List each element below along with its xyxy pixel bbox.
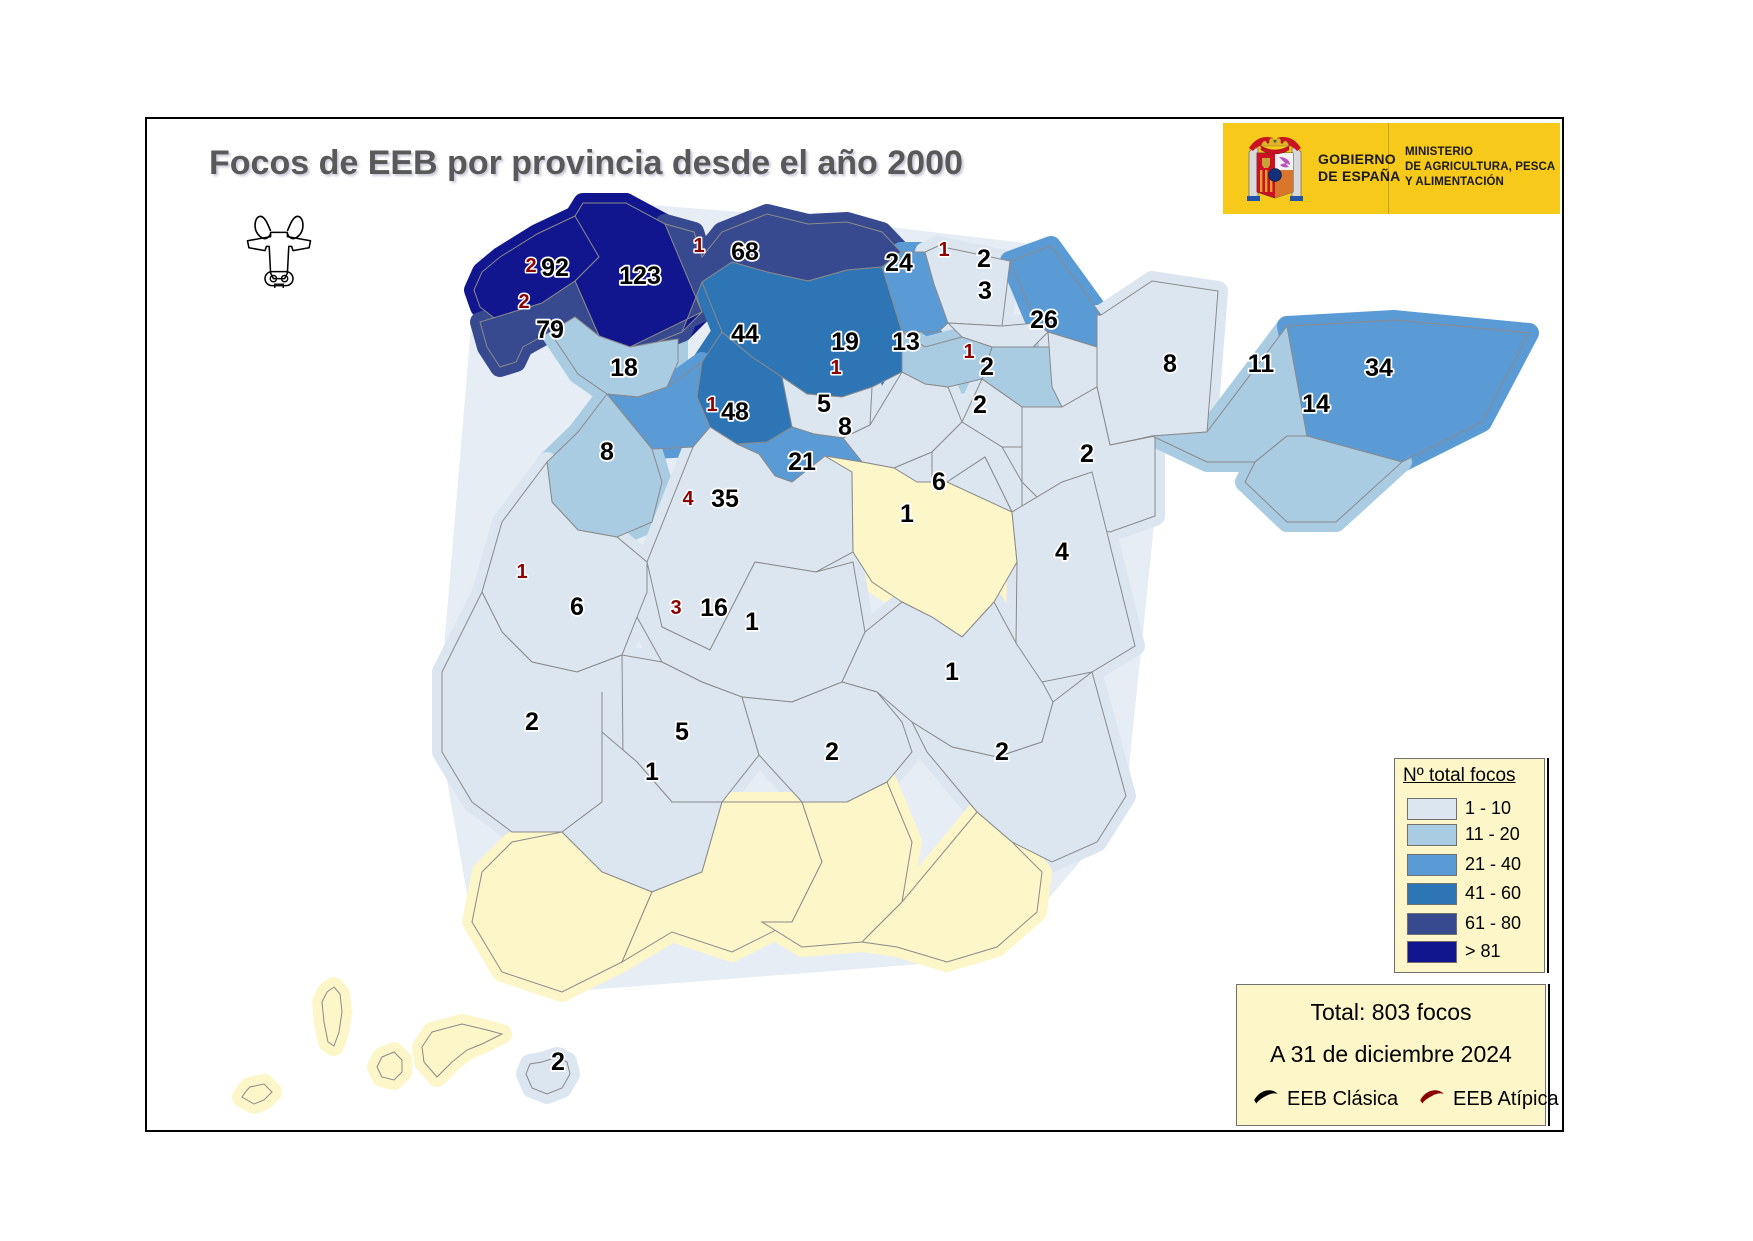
- svg-text:2: 2: [525, 708, 539, 736]
- svg-text:35: 35: [711, 485, 739, 513]
- svg-text:2: 2: [995, 738, 1009, 766]
- svg-text:1: 1: [693, 235, 704, 257]
- svg-text:14: 14: [1302, 390, 1330, 418]
- svg-text:48: 48: [721, 398, 749, 426]
- svg-text:2: 2: [518, 291, 529, 313]
- svg-text:8: 8: [600, 438, 614, 466]
- svg-text:2: 2: [973, 391, 987, 419]
- svg-text:8: 8: [1163, 350, 1177, 378]
- svg-text:2: 2: [551, 1048, 565, 1076]
- svg-text:1: 1: [830, 357, 841, 379]
- svg-text:34: 34: [1365, 354, 1393, 382]
- svg-text:1: 1: [516, 561, 527, 583]
- svg-text:1: 1: [945, 658, 959, 686]
- svg-text:18: 18: [610, 354, 638, 382]
- svg-text:123: 123: [619, 262, 661, 290]
- svg-text:6: 6: [932, 468, 946, 496]
- svg-text:13: 13: [892, 328, 920, 356]
- svg-text:16: 16: [700, 594, 728, 622]
- svg-text:5: 5: [675, 718, 689, 746]
- svg-text:1: 1: [645, 758, 659, 786]
- svg-text:1: 1: [900, 500, 914, 528]
- svg-text:21: 21: [788, 448, 816, 476]
- svg-text:5: 5: [817, 390, 831, 418]
- svg-text:2: 2: [825, 738, 839, 766]
- svg-text:1: 1: [706, 394, 717, 416]
- svg-text:44: 44: [731, 320, 759, 348]
- svg-text:68: 68: [731, 238, 759, 266]
- svg-text:2: 2: [525, 255, 536, 277]
- svg-text:1: 1: [745, 608, 759, 636]
- svg-text:26: 26: [1030, 306, 1058, 334]
- svg-text:1: 1: [963, 341, 974, 363]
- svg-text:3: 3: [670, 597, 681, 619]
- svg-text:1: 1: [938, 239, 949, 261]
- svg-text:2: 2: [980, 353, 994, 381]
- svg-text:4: 4: [1055, 538, 1069, 566]
- svg-text:8: 8: [838, 413, 852, 441]
- svg-text:2: 2: [1080, 440, 1094, 468]
- svg-text:3: 3: [978, 277, 992, 305]
- svg-text:11: 11: [1248, 350, 1275, 378]
- svg-text:19: 19: [831, 328, 859, 356]
- svg-text:4: 4: [682, 488, 694, 510]
- svg-text:79: 79: [536, 316, 564, 344]
- svg-text:6: 6: [570, 593, 584, 621]
- svg-text:24: 24: [885, 249, 913, 277]
- svg-text:92: 92: [541, 254, 569, 282]
- svg-text:2: 2: [977, 245, 991, 273]
